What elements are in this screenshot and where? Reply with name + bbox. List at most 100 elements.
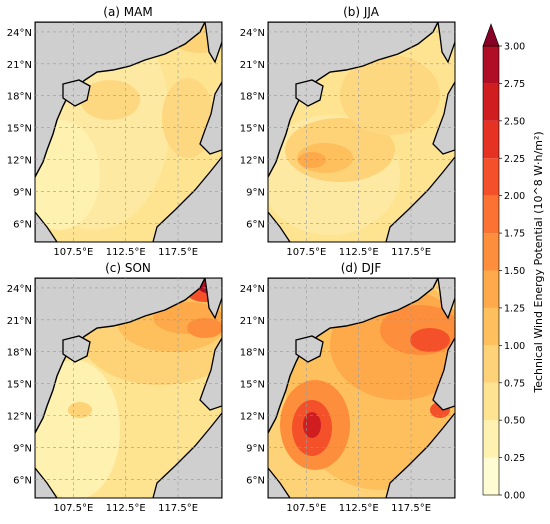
lon-tick-label: 117.5°E [391,247,431,258]
lat-tick-label: 24°N [7,28,32,39]
panel-son: (c) SON [34,261,223,499]
peninsula-land [268,210,291,242]
philippines-land [199,336,222,411]
philippines-land [199,80,222,155]
colorbar-tick-label: 2.50 [504,116,525,127]
panel-title-djf: (d) DJF [341,261,382,275]
lon-tick-label: 112.5°E [339,247,379,258]
colorbar-tick-label: 3.00 [504,42,525,53]
panel-frame [267,277,456,499]
lon-tick-label: 107.5°E [286,503,326,514]
borneo-land [385,411,455,498]
lon-tick-label: 117.5°E [158,503,198,514]
lat-tick-label: 12°N [240,412,265,423]
lat-tick-label: 9°N [13,187,32,198]
panel-title-mam: (a) MAM [103,5,152,19]
panel-title-jja: (b) JJA [343,5,380,19]
borneo-land [152,155,222,242]
contour-peak [187,318,222,338]
mainland-coast [35,278,206,434]
lat-tick-label: 18°N [240,348,265,359]
lon-tick-label: 112.5°E [106,247,146,258]
lat-tick-label: 6°N [13,219,32,230]
map-area-djf [268,278,455,498]
lat-tick-label: 21°N [240,316,265,327]
contour-mid [80,80,140,120]
axis-ticks: 24°N 21°N 18°N 15°N 12°N 9°N 6°N 107.5°E 112.5°E… [7,28,431,514]
map-area-son [35,278,222,498]
lat-tick-label: 12°N [7,156,32,167]
contour-peak [298,152,326,168]
contour-mid [68,402,92,418]
lat-tick-label: 9°N [246,187,265,198]
colorbar-tick-label: 1.50 [504,266,525,277]
contour-peak [303,412,321,438]
lat-tick-label: 9°N [246,443,265,454]
panel-title-son: (c) SON [105,261,151,275]
lat-tick-label: 9°N [13,443,32,454]
lon-tick-label: 107.5°E [53,503,93,514]
colorbar-tick-label: 0.25 [504,453,525,464]
land-jja [268,22,455,242]
lat-tick-label: 21°N [7,60,32,71]
lat-tick-label: 6°N [246,219,265,230]
map-area-mam [35,22,222,242]
hainan-island [62,79,91,107]
colorbar-tick-label: 0.50 [504,416,525,427]
colorbar-band [483,46,499,84]
colorbar-label: Technical Wind Energy Potential (10^8 W·… [532,131,545,393]
lat-tick-label: 15°N [240,380,265,391]
lat-tick-label: 21°N [7,316,32,327]
lon-tick-label: 112.5°E [106,503,146,514]
lat-tick-label: 21°N [240,60,265,71]
borneo-land [152,411,222,498]
contour-peak [410,328,450,352]
lat-tick-label: 15°N [7,124,32,135]
colorbar-tick-label: 1.25 [504,303,525,314]
colorbar-tick-label: 2.25 [504,154,525,165]
colorbar: 0.00 0.25 0.50 0.75 1.00 1.25 1.50 1.75 2.00 2.25… [482,23,525,502]
borneo-land [385,155,455,242]
panel-frame [34,277,223,499]
panel-jja: (b) JJA [267,5,456,243]
lon-tick-label: 107.5°E [286,247,326,258]
colorbar-band [483,420,499,458]
panel-mam: (a) MAM [34,5,223,243]
lat-tick-label: 18°N [240,92,265,103]
lat-tick-label: 24°N [240,28,265,39]
panel-djf: (d) DJF [267,261,456,499]
contour-mid [340,55,440,135]
lat-tick-label: 18°N [7,92,32,103]
lon-tick-label: 117.5°E [391,503,431,514]
lat-tick-label: 18°N [7,348,32,359]
colorbar-band [483,195,499,234]
hainan-island [295,335,324,363]
contour-mid [162,78,214,158]
colorbar-tick-label: 0.75 [504,378,525,389]
peninsula-land [35,210,58,242]
panel-frame [267,21,456,243]
lon-tick-label: 117.5°E [158,247,198,258]
colorbar-tick-label: 2.75 [504,79,525,90]
lat-tick-label: 6°N [246,475,265,486]
lon-tick-label: 112.5°E [339,503,379,514]
lat-tick-label: 15°N [240,124,265,135]
lat-tick-label: 15°N [7,380,32,391]
colorbar-tick-label: 2.00 [504,191,525,202]
land-son [35,278,222,498]
colorbar-tick-label: 1.75 [504,229,525,240]
mainland-coast [268,278,439,434]
mainland-coast [35,22,206,178]
map-area-jja [268,22,455,242]
lat-tick-label: 12°N [7,412,32,423]
land-mam [35,22,222,242]
colorbar-band [483,382,499,421]
colorbar-band [483,270,499,308]
panel-frame [34,21,223,243]
mainland-coast [268,22,439,178]
colorbar-band [483,307,499,346]
contour-low [35,120,100,230]
colorbar-band [483,158,499,196]
